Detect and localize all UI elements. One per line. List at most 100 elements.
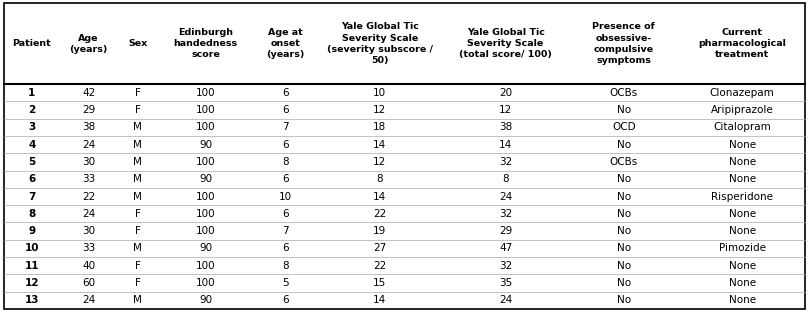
Text: 90: 90 — [199, 295, 212, 305]
Text: 10: 10 — [373, 88, 387, 98]
Text: No: No — [616, 226, 631, 236]
Text: 24: 24 — [82, 295, 95, 305]
Text: M: M — [133, 157, 142, 167]
Text: 18: 18 — [373, 122, 387, 132]
Text: 5: 5 — [28, 157, 36, 167]
Text: 38: 38 — [82, 122, 95, 132]
Text: 19: 19 — [373, 226, 387, 236]
Text: 5: 5 — [282, 278, 289, 288]
Text: 32: 32 — [499, 157, 512, 167]
Text: 8: 8 — [282, 157, 289, 167]
Text: 12: 12 — [373, 157, 387, 167]
Text: M: M — [133, 122, 142, 132]
Text: 60: 60 — [82, 278, 95, 288]
Text: 4: 4 — [28, 140, 36, 150]
Text: M: M — [133, 140, 142, 150]
Text: 6: 6 — [282, 243, 289, 253]
Text: 6: 6 — [282, 140, 289, 150]
Text: 33: 33 — [82, 174, 95, 184]
Text: 100: 100 — [196, 261, 215, 271]
Text: 6: 6 — [282, 209, 289, 219]
Text: 24: 24 — [82, 140, 95, 150]
Text: F: F — [135, 209, 141, 219]
Text: 47: 47 — [499, 243, 512, 253]
Text: 35: 35 — [499, 278, 512, 288]
Text: 33: 33 — [82, 243, 95, 253]
Text: 100: 100 — [196, 226, 215, 236]
Text: F: F — [135, 226, 141, 236]
Text: None: None — [729, 157, 756, 167]
Text: M: M — [133, 192, 142, 202]
Text: F: F — [135, 278, 141, 288]
Text: 6: 6 — [282, 88, 289, 98]
Text: No: No — [616, 278, 631, 288]
Text: 90: 90 — [199, 243, 212, 253]
Text: 13: 13 — [24, 295, 39, 305]
Text: Age
(years): Age (years) — [70, 34, 108, 54]
Text: OCBs: OCBs — [610, 88, 638, 98]
Text: No: No — [616, 174, 631, 184]
Text: None: None — [729, 209, 756, 219]
Text: F: F — [135, 261, 141, 271]
Text: OCD: OCD — [612, 122, 636, 132]
Text: 24: 24 — [499, 192, 512, 202]
Text: 30: 30 — [82, 226, 95, 236]
Text: 15: 15 — [373, 278, 387, 288]
Text: M: M — [133, 243, 142, 253]
Text: 6: 6 — [282, 295, 289, 305]
Text: F: F — [135, 88, 141, 98]
Text: 38: 38 — [499, 122, 512, 132]
Text: Risperidone: Risperidone — [711, 192, 773, 202]
Text: 42: 42 — [82, 88, 95, 98]
Text: 6: 6 — [282, 105, 289, 115]
Text: 8: 8 — [28, 209, 36, 219]
Text: None: None — [729, 261, 756, 271]
Text: Sex: Sex — [129, 39, 147, 48]
Text: 14: 14 — [499, 140, 512, 150]
Text: None: None — [729, 140, 756, 150]
Text: F: F — [135, 105, 141, 115]
Text: No: No — [616, 261, 631, 271]
Text: 7: 7 — [282, 226, 289, 236]
Text: 6: 6 — [282, 174, 289, 184]
Text: Yale Global Tic
Severity Scale
(total score/ 100): Yale Global Tic Severity Scale (total sc… — [460, 28, 552, 59]
Text: 20: 20 — [499, 88, 512, 98]
Text: 2: 2 — [28, 105, 36, 115]
Text: 8: 8 — [376, 174, 383, 184]
Text: 22: 22 — [373, 261, 387, 271]
Text: 90: 90 — [199, 140, 212, 150]
Text: 40: 40 — [82, 261, 95, 271]
Text: 100: 100 — [196, 122, 215, 132]
Text: No: No — [616, 192, 631, 202]
Text: OCBs: OCBs — [610, 157, 638, 167]
Text: 3: 3 — [28, 122, 36, 132]
Text: 12: 12 — [24, 278, 39, 288]
Text: Yale Global Tic
Severity Scale
(severity subscore /
50): Yale Global Tic Severity Scale (severity… — [327, 22, 433, 65]
Text: 22: 22 — [82, 192, 95, 202]
Text: 12: 12 — [499, 105, 512, 115]
Text: 90: 90 — [199, 174, 212, 184]
Text: 32: 32 — [499, 209, 512, 219]
Text: No: No — [616, 105, 631, 115]
Text: 10: 10 — [279, 192, 292, 202]
Text: 14: 14 — [373, 192, 387, 202]
Text: None: None — [729, 226, 756, 236]
Text: 9: 9 — [28, 226, 36, 236]
Text: 100: 100 — [196, 209, 215, 219]
Text: Presence of
obsessive-
compulsive
symptoms: Presence of obsessive- compulsive sympto… — [592, 22, 655, 65]
Text: 10: 10 — [24, 243, 39, 253]
Text: M: M — [133, 174, 142, 184]
Text: 100: 100 — [196, 192, 215, 202]
Text: No: No — [616, 140, 631, 150]
Text: None: None — [729, 174, 756, 184]
Text: 27: 27 — [373, 243, 387, 253]
Text: 24: 24 — [82, 209, 95, 219]
Text: 100: 100 — [196, 88, 215, 98]
Text: 6: 6 — [28, 174, 36, 184]
Text: 8: 8 — [282, 261, 289, 271]
Text: Edinburgh
handedness
score: Edinburgh handedness score — [174, 28, 238, 59]
Text: Aripiprazole: Aripiprazole — [710, 105, 773, 115]
Text: 29: 29 — [82, 105, 95, 115]
Text: 29: 29 — [499, 226, 512, 236]
Text: 1: 1 — [28, 88, 36, 98]
